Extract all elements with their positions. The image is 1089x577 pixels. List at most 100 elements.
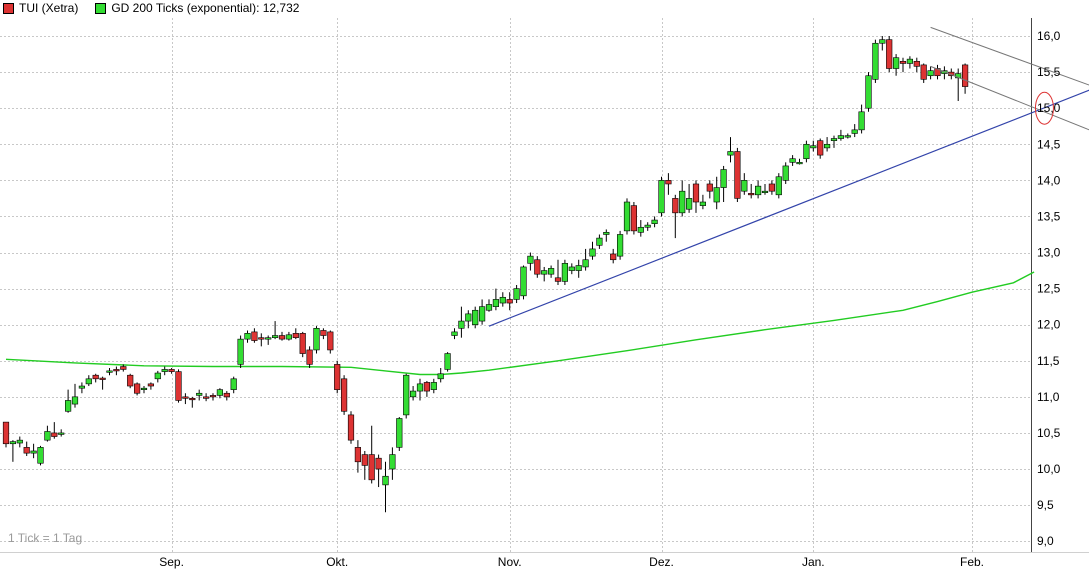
candle-body-down <box>506 299 513 304</box>
channel-upper-line <box>930 26 1089 86</box>
candle-body-up <box>658 180 665 214</box>
candle-body-down <box>692 183 700 203</box>
candle <box>720 165 727 203</box>
candle <box>706 180 713 199</box>
candle <box>237 335 244 368</box>
candle <box>623 198 631 235</box>
candle-body-up <box>396 418 403 448</box>
candle-body-up <box>313 327 320 351</box>
candle-body-down <box>2 421 10 445</box>
candle <box>285 331 293 341</box>
candle-body-up <box>437 373 444 380</box>
candle-body-up <box>568 266 575 271</box>
candle-body-up <box>161 369 168 372</box>
candle <box>637 220 644 237</box>
candle <box>561 259 568 285</box>
candle-body-up <box>713 187 720 203</box>
candle-body-down <box>899 60 907 64</box>
candle <box>610 248 617 264</box>
candle <box>961 63 969 94</box>
y-tick-label: 12,0 <box>1037 318 1061 332</box>
candle <box>347 411 355 444</box>
candle <box>651 216 658 228</box>
candle <box>134 382 141 396</box>
candle-body-up <box>499 296 506 304</box>
candle <box>782 162 789 184</box>
candle <box>320 328 327 340</box>
candle <box>368 425 375 484</box>
candle <box>444 352 451 372</box>
candle-body-up <box>830 138 838 141</box>
candle <box>879 36 886 51</box>
candle <box>789 155 796 166</box>
candle-body-down <box>934 68 941 77</box>
x-month-label: Feb. <box>960 555 984 569</box>
candle-body-down <box>299 333 306 354</box>
candle <box>823 137 831 152</box>
candle <box>582 248 589 271</box>
candle-body-up <box>492 299 500 307</box>
candle <box>934 64 941 80</box>
candle-body-up <box>879 39 886 44</box>
candle <box>451 328 458 340</box>
candle-body-down <box>278 335 286 340</box>
candle-body-up <box>582 259 589 268</box>
candle-body-up <box>285 334 293 340</box>
candle <box>485 299 493 312</box>
candle <box>699 194 706 210</box>
candle <box>858 104 865 134</box>
candle <box>251 328 258 343</box>
support-trend-line <box>488 89 1089 327</box>
candle <box>927 66 934 80</box>
candle <box>51 422 58 439</box>
candle-body-up <box>478 306 486 322</box>
y-tick-label: 9,5 <box>1037 498 1054 512</box>
candle-body-up <box>216 389 224 396</box>
candle-body-down <box>182 396 189 399</box>
candle <box>492 288 500 311</box>
candle-body-up <box>196 392 203 396</box>
candle <box>182 393 189 405</box>
candle <box>71 383 79 408</box>
candle <box>672 194 679 239</box>
candle-body-down <box>320 330 327 336</box>
candle <box>520 265 527 300</box>
candle <box>271 321 279 340</box>
candle <box>685 183 693 213</box>
candle-body-up <box>78 385 85 389</box>
candle-body-down <box>120 366 127 370</box>
candle <box>775 173 782 199</box>
x-month-label: Sep. <box>159 555 184 569</box>
candle-body-down <box>748 193 755 196</box>
candle-body-up <box>844 135 851 138</box>
candle <box>527 252 534 271</box>
candle <box>603 229 610 242</box>
y-tick-label: 14,0 <box>1037 173 1061 187</box>
candle <box>465 310 472 329</box>
candle-body-up <box>106 370 113 373</box>
candle <box>748 183 755 199</box>
candle <box>299 331 306 358</box>
moving-average-series <box>5 271 1035 376</box>
candle-body-up <box>458 320 465 329</box>
candle-body-down <box>361 454 368 466</box>
candle-body-down <box>175 371 182 401</box>
candle-body-up <box>382 475 389 486</box>
candle-body-up <box>851 129 858 134</box>
candle <box>472 306 479 329</box>
candle <box>244 330 251 343</box>
candle-body-up <box>513 288 520 300</box>
candle <box>396 417 403 451</box>
candle <box>892 54 900 76</box>
candle-body-up <box>810 145 817 149</box>
candle-body-up <box>865 75 872 109</box>
candle <box>734 147 741 203</box>
candle <box>113 366 120 376</box>
candle-body-down <box>334 364 341 390</box>
candle-body-up <box>520 266 527 297</box>
candle-body-down <box>127 374 134 387</box>
candle <box>2 421 10 448</box>
candle <box>478 299 486 325</box>
candle <box>85 375 92 387</box>
candle <box>506 292 513 311</box>
